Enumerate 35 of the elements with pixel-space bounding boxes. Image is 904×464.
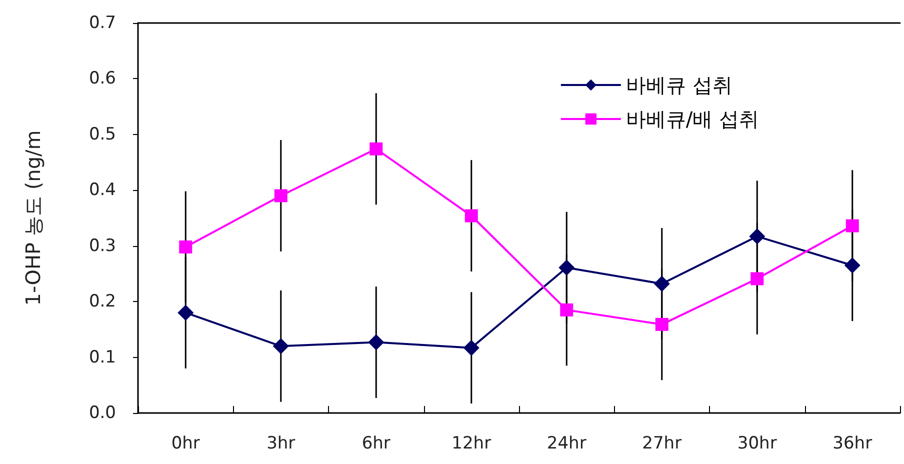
y-tick-label: 0.4 bbox=[88, 180, 116, 200]
point bbox=[560, 303, 574, 316]
legend-label: 바베큐/배 섭취 bbox=[626, 107, 760, 131]
point bbox=[750, 272, 764, 286]
point bbox=[464, 209, 478, 222]
y-tick-label: 0.5 bbox=[88, 124, 116, 144]
y-tick-label: 0.7 bbox=[88, 13, 116, 33]
point bbox=[274, 189, 288, 202]
point bbox=[558, 260, 575, 276]
y-tick-label: 0.6 bbox=[88, 68, 116, 89]
x-tick-label: 24hr bbox=[546, 434, 586, 454]
x-tick-label: 12hr bbox=[452, 434, 492, 454]
point bbox=[655, 318, 668, 331]
y-tick-label: 0.0 bbox=[88, 403, 116, 423]
x-tick-label: 27hr bbox=[642, 434, 682, 454]
x-tick-label: 0hr bbox=[171, 434, 200, 454]
point bbox=[178, 304, 194, 321]
x-tick-label: 6hr bbox=[362, 434, 390, 454]
point bbox=[370, 142, 383, 156]
y-tick-label: 0.1 bbox=[88, 347, 116, 368]
x-tick-label: 30hr bbox=[737, 434, 777, 454]
point bbox=[846, 219, 859, 232]
y-axis-title: 1-OHP 농도 (ng/m bbox=[21, 130, 45, 306]
point bbox=[368, 334, 384, 350]
x-tick-label: 36hr bbox=[832, 434, 872, 454]
point bbox=[844, 257, 860, 274]
x-tick-label: 3hr bbox=[266, 434, 296, 454]
point bbox=[749, 228, 766, 244]
y-tick-label: 0.2 bbox=[88, 292, 116, 312]
y-tick-label: 0.3 bbox=[88, 236, 116, 256]
point bbox=[654, 276, 670, 292]
point bbox=[272, 338, 289, 354]
point bbox=[463, 340, 480, 356]
point bbox=[179, 240, 192, 254]
legend-label: 바베큐 섭취 bbox=[626, 73, 732, 97]
